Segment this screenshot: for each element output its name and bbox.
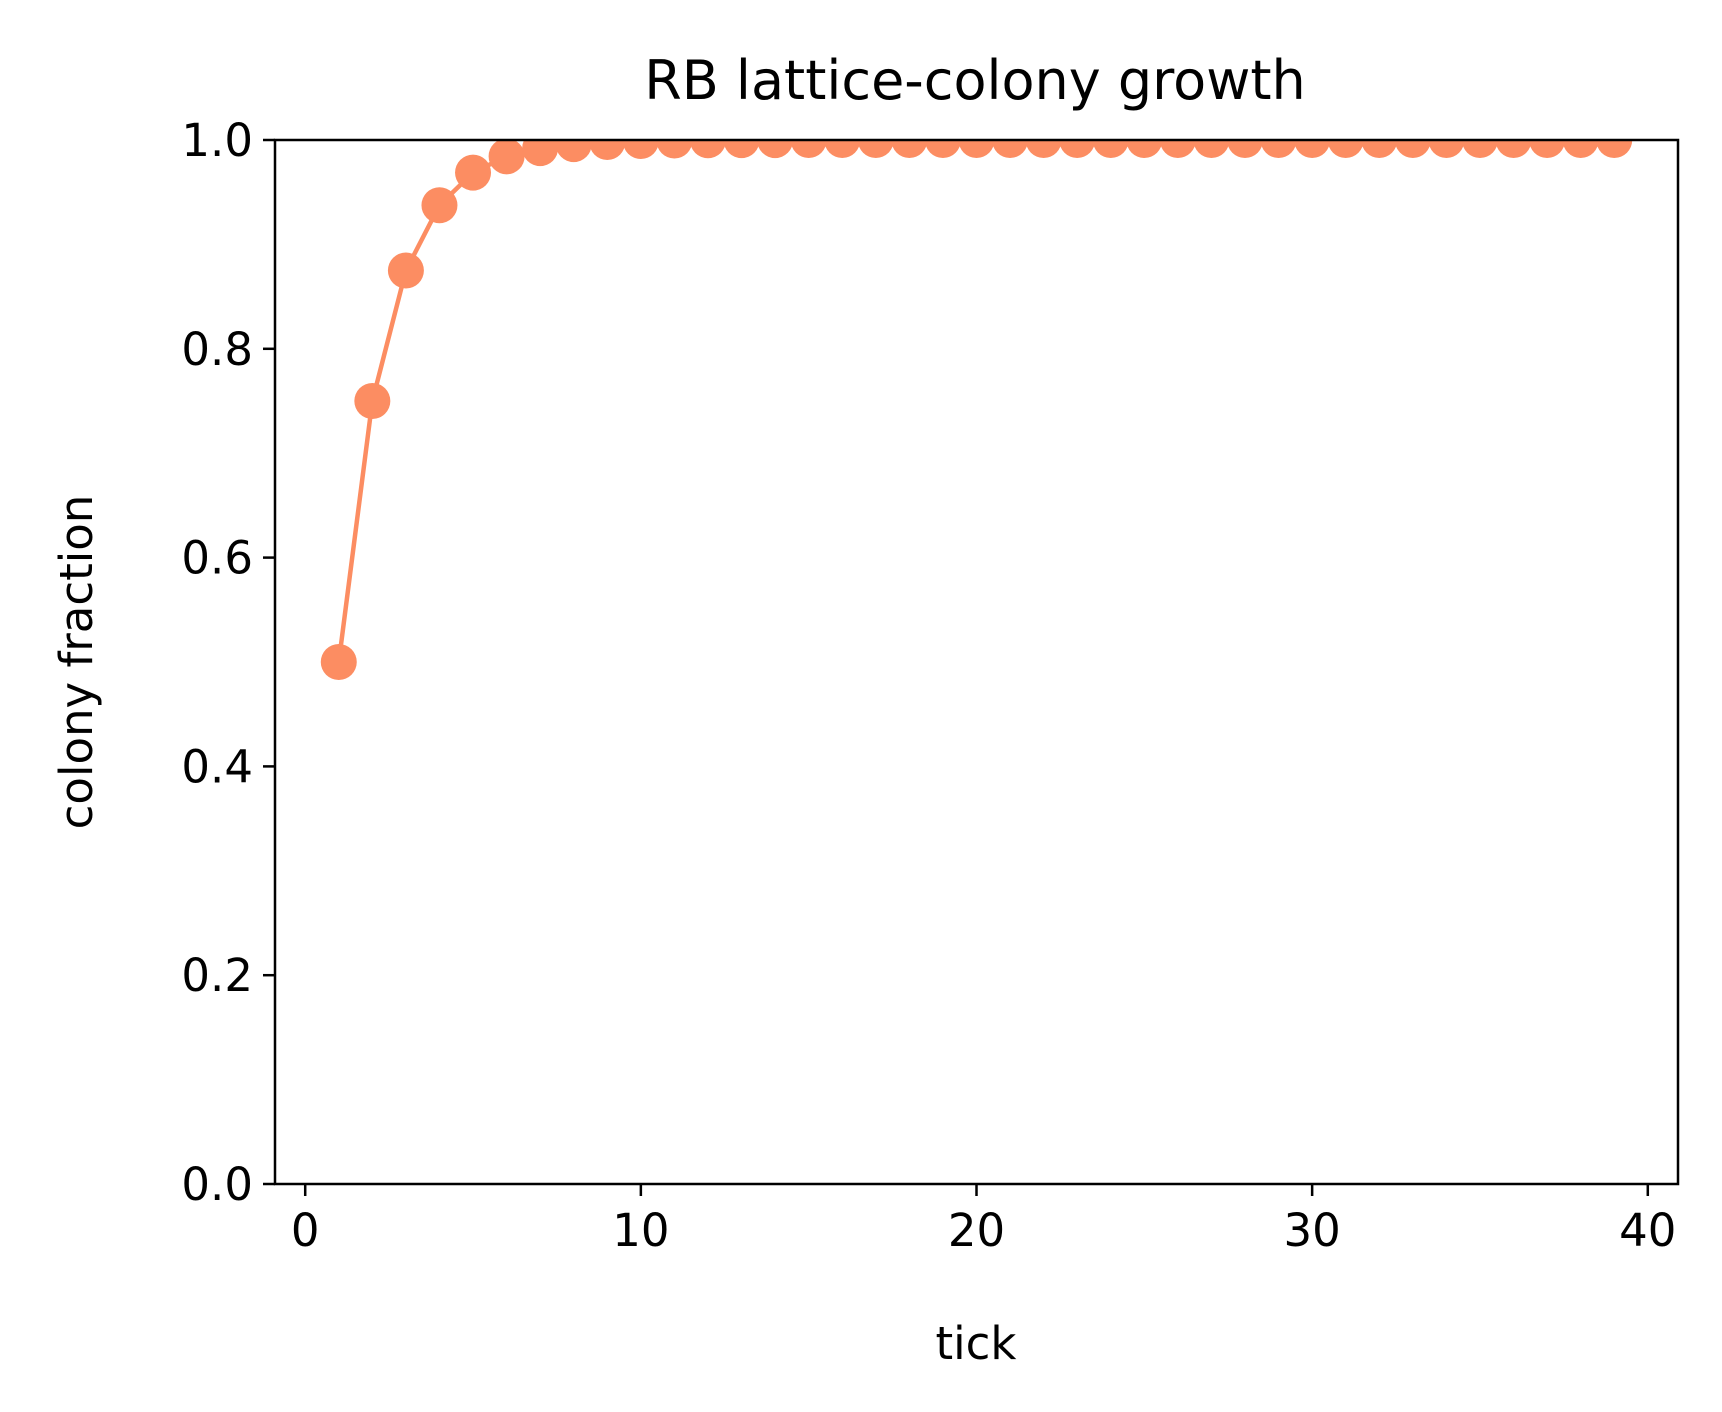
data-point: [622, 140, 659, 160]
x-tick-label: 0: [291, 1204, 320, 1257]
data-point: [924, 140, 961, 158]
y-axis-label: colony fraction: [50, 495, 103, 830]
data-point: [589, 140, 626, 161]
data-point: [656, 140, 693, 159]
data-point: [824, 140, 861, 159]
y-tick-label: 0.6: [181, 532, 253, 585]
data-point: [790, 140, 827, 159]
data-point: [320, 644, 357, 680]
data-point: [1025, 140, 1062, 158]
data-point: [1596, 140, 1633, 158]
chart-title: RB lattice-colony growth: [644, 49, 1306, 112]
data-point: [757, 140, 794, 159]
data-point: [1193, 140, 1230, 158]
data-point: [455, 154, 492, 191]
data-point: [387, 252, 424, 289]
data-point: [689, 140, 726, 159]
y-tick-label: 0.4: [181, 740, 253, 793]
data-point: [891, 140, 928, 158]
x-axis: 0 10 20 30 40: [291, 1184, 1676, 1257]
data-point: [857, 140, 894, 159]
data-point: [1529, 140, 1566, 158]
data-point: [555, 140, 592, 163]
x-tick-label: 40: [1619, 1204, 1676, 1257]
x-tick-label: 30: [1284, 1204, 1341, 1257]
data-point: [1428, 140, 1465, 158]
data-point: [992, 140, 1029, 158]
data-point: [1092, 140, 1129, 158]
series-group: [320, 140, 1633, 680]
y-tick-label: 0.0: [181, 1158, 253, 1211]
x-axis-label: tick: [936, 1317, 1017, 1370]
y-axis: 0.0 0.2 0.4 0.6 0.8 1.0: [181, 114, 275, 1211]
data-point: [1562, 140, 1599, 158]
data-point: [1327, 140, 1364, 158]
plot-area: [320, 140, 1633, 680]
data-point: [1159, 140, 1196, 158]
data-point: [522, 140, 559, 167]
data-point: [1394, 140, 1431, 158]
data-point: [1495, 140, 1532, 158]
plot-frame: [273, 138, 1680, 1186]
data-point: [723, 140, 760, 159]
data-point: [1361, 140, 1398, 158]
data-point: [1294, 140, 1331, 158]
data-point: [958, 140, 995, 158]
y-tick-label: 0.8: [181, 323, 253, 376]
y-tick-label: 0.2: [181, 949, 253, 1002]
data-point: [1126, 140, 1163, 158]
data-point: [488, 140, 525, 175]
x-tick-label: 10: [612, 1204, 669, 1257]
series-line: [336, 140, 1615, 663]
data-point: [421, 187, 458, 224]
x-tick-label: 20: [948, 1204, 1005, 1257]
y-tick-label: 1.0: [181, 114, 253, 167]
data-point: [1260, 140, 1297, 158]
data-point: [1059, 140, 1096, 158]
data-point: [1227, 140, 1264, 158]
data-point: [1461, 140, 1498, 158]
data-point: [354, 383, 391, 419]
